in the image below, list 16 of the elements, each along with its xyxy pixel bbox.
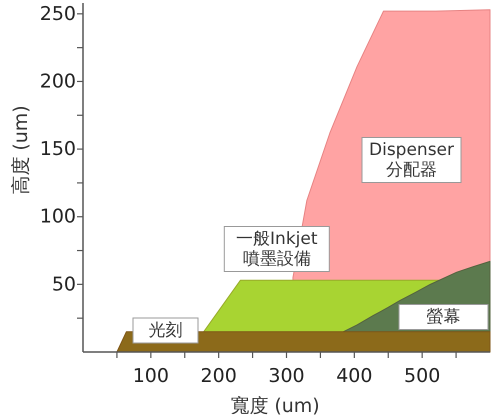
x-tick-label: 100	[132, 365, 169, 387]
y-tick-label: 150	[40, 138, 76, 160]
x-tick-label: 200	[200, 365, 237, 387]
x-tick-label: 400	[336, 365, 372, 387]
annotation: Dispenser 分配器	[369, 140, 454, 180]
y-tick-label: 100	[40, 206, 76, 228]
x-tick-label: 500	[404, 365, 440, 387]
annotation: 一般Inkjet 噴墨設備	[236, 229, 318, 269]
y-tick-label: 50	[52, 273, 76, 296]
y-tick-label: 200	[40, 70, 76, 92]
annotation: 螢幕	[426, 307, 460, 327]
y-tick-label: 250	[40, 2, 76, 25]
annotation: 光刻	[148, 320, 182, 340]
y-axis-title: 高度 (um)	[10, 105, 32, 195]
x-tick-label: 300	[268, 365, 305, 387]
x-axis-title: 寬度 (um)	[230, 395, 320, 417]
